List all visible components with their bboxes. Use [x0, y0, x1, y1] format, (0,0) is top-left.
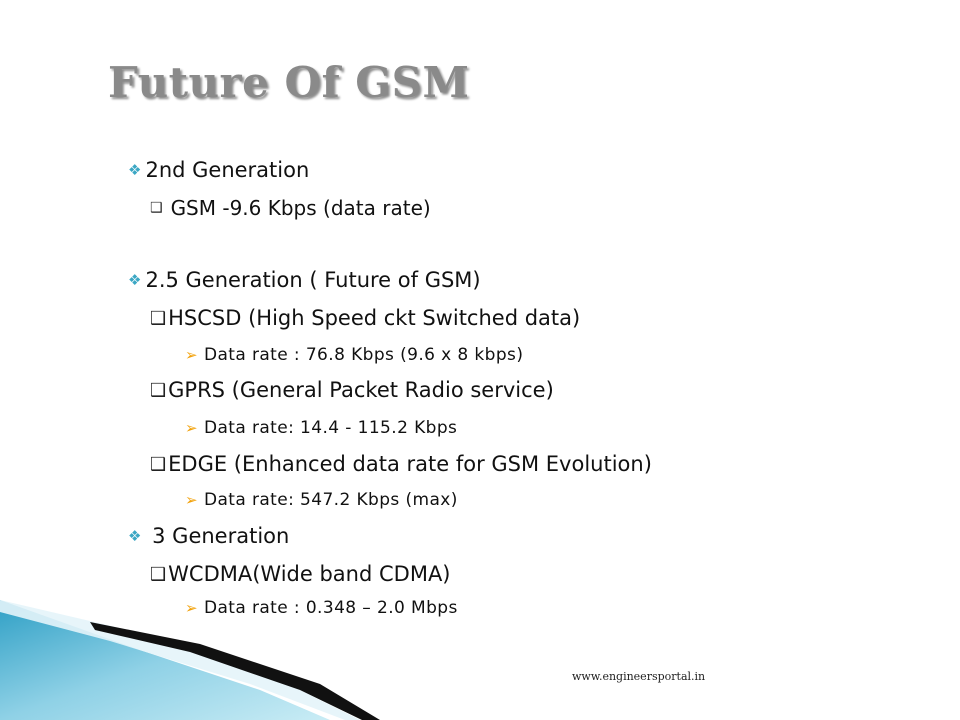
bullet-text: Data rate : 76.8 Kbps (9.6 x 8 kbps)	[203, 345, 524, 365]
bullet-text: Data rate : 0.348 – 2.0 Mbps	[203, 598, 458, 618]
bullet-text: WCDMA(Wide band CDMA)	[168, 562, 451, 586]
bullet-hscsd-rate: ➢ Data rate : 76.8 Kbps (9.6 x 8 kbps)	[185, 345, 523, 365]
square-bullet-icon: ❑	[150, 453, 167, 475]
bullet-hscsd: ❑ HSCSD (High Speed ckt Switched data)	[150, 306, 580, 330]
bullet-text: Data rate: 547.2 Kbps (max)	[203, 490, 458, 510]
bullet-text: 3 Generation	[145, 524, 290, 548]
bullet-edge: ❑ EDGE (Enhanced data rate for GSM Evolu…	[150, 452, 652, 476]
arrow-bullet-icon: ➢	[185, 599, 198, 617]
bullet-gen2-gsm: ❑ GSM -9.6 Kbps (data rate)	[150, 196, 431, 220]
bullet-text: EDGE (Enhanced data rate for GSM Evoluti…	[168, 452, 652, 476]
footer-url: www.engineersportal.in	[572, 670, 706, 683]
bullet-text: GSM -9.6 Kbps (data rate)	[170, 196, 431, 220]
diamond-bullet-icon: ❖	[128, 271, 142, 289]
bullet-text: 2nd Generation	[145, 158, 310, 182]
bullet-text: GPRS (General Packet Radio service)	[168, 378, 554, 402]
bullet-wcdma-rate: ➢ Data rate : 0.348 – 2.0 Mbps	[185, 598, 458, 618]
arrow-bullet-icon: ➢	[185, 419, 198, 437]
square-bullet-icon: ❑	[150, 563, 167, 585]
bullet-wcdma: ❑ WCDMA(Wide band CDMA)	[150, 562, 451, 586]
bullet-text: HSCSD (High Speed ckt Switched data)	[168, 306, 581, 330]
bullet-edge-rate: ➢ Data rate: 547.2 Kbps (max)	[185, 490, 458, 510]
bullet-gprs-rate: ➢ Data rate: 14.4 - 115.2 Kbps	[185, 418, 457, 438]
light-swoosh-shape	[0, 600, 360, 720]
arrow-bullet-icon: ➢	[185, 346, 198, 364]
diamond-bullet-icon: ❖	[128, 527, 142, 545]
dark-swoosh-stripe	[90, 622, 380, 720]
arrow-bullet-icon: ➢	[185, 491, 198, 509]
bullet-gen2: ❖ 2nd Generation	[128, 158, 309, 182]
bullet-text: Data rate: 14.4 - 115.2 Kbps	[203, 418, 458, 438]
square-bullet-icon: ❑	[150, 200, 163, 216]
square-bullet-icon: ❑	[150, 307, 167, 329]
diamond-bullet-icon: ❖	[128, 161, 142, 179]
square-bullet-icon: ❑	[150, 379, 167, 401]
bullet-gen3: ❖ 3 Generation	[128, 524, 289, 548]
slide-title: Future Of GSM	[108, 58, 470, 107]
bullet-gen25: ❖ 2.5 Generation ( Future of GSM)	[128, 268, 481, 292]
bullet-text: 2.5 Generation ( Future of GSM)	[145, 268, 481, 292]
bullet-gprs: ❑ GPRS (General Packet Radio service)	[150, 378, 554, 402]
